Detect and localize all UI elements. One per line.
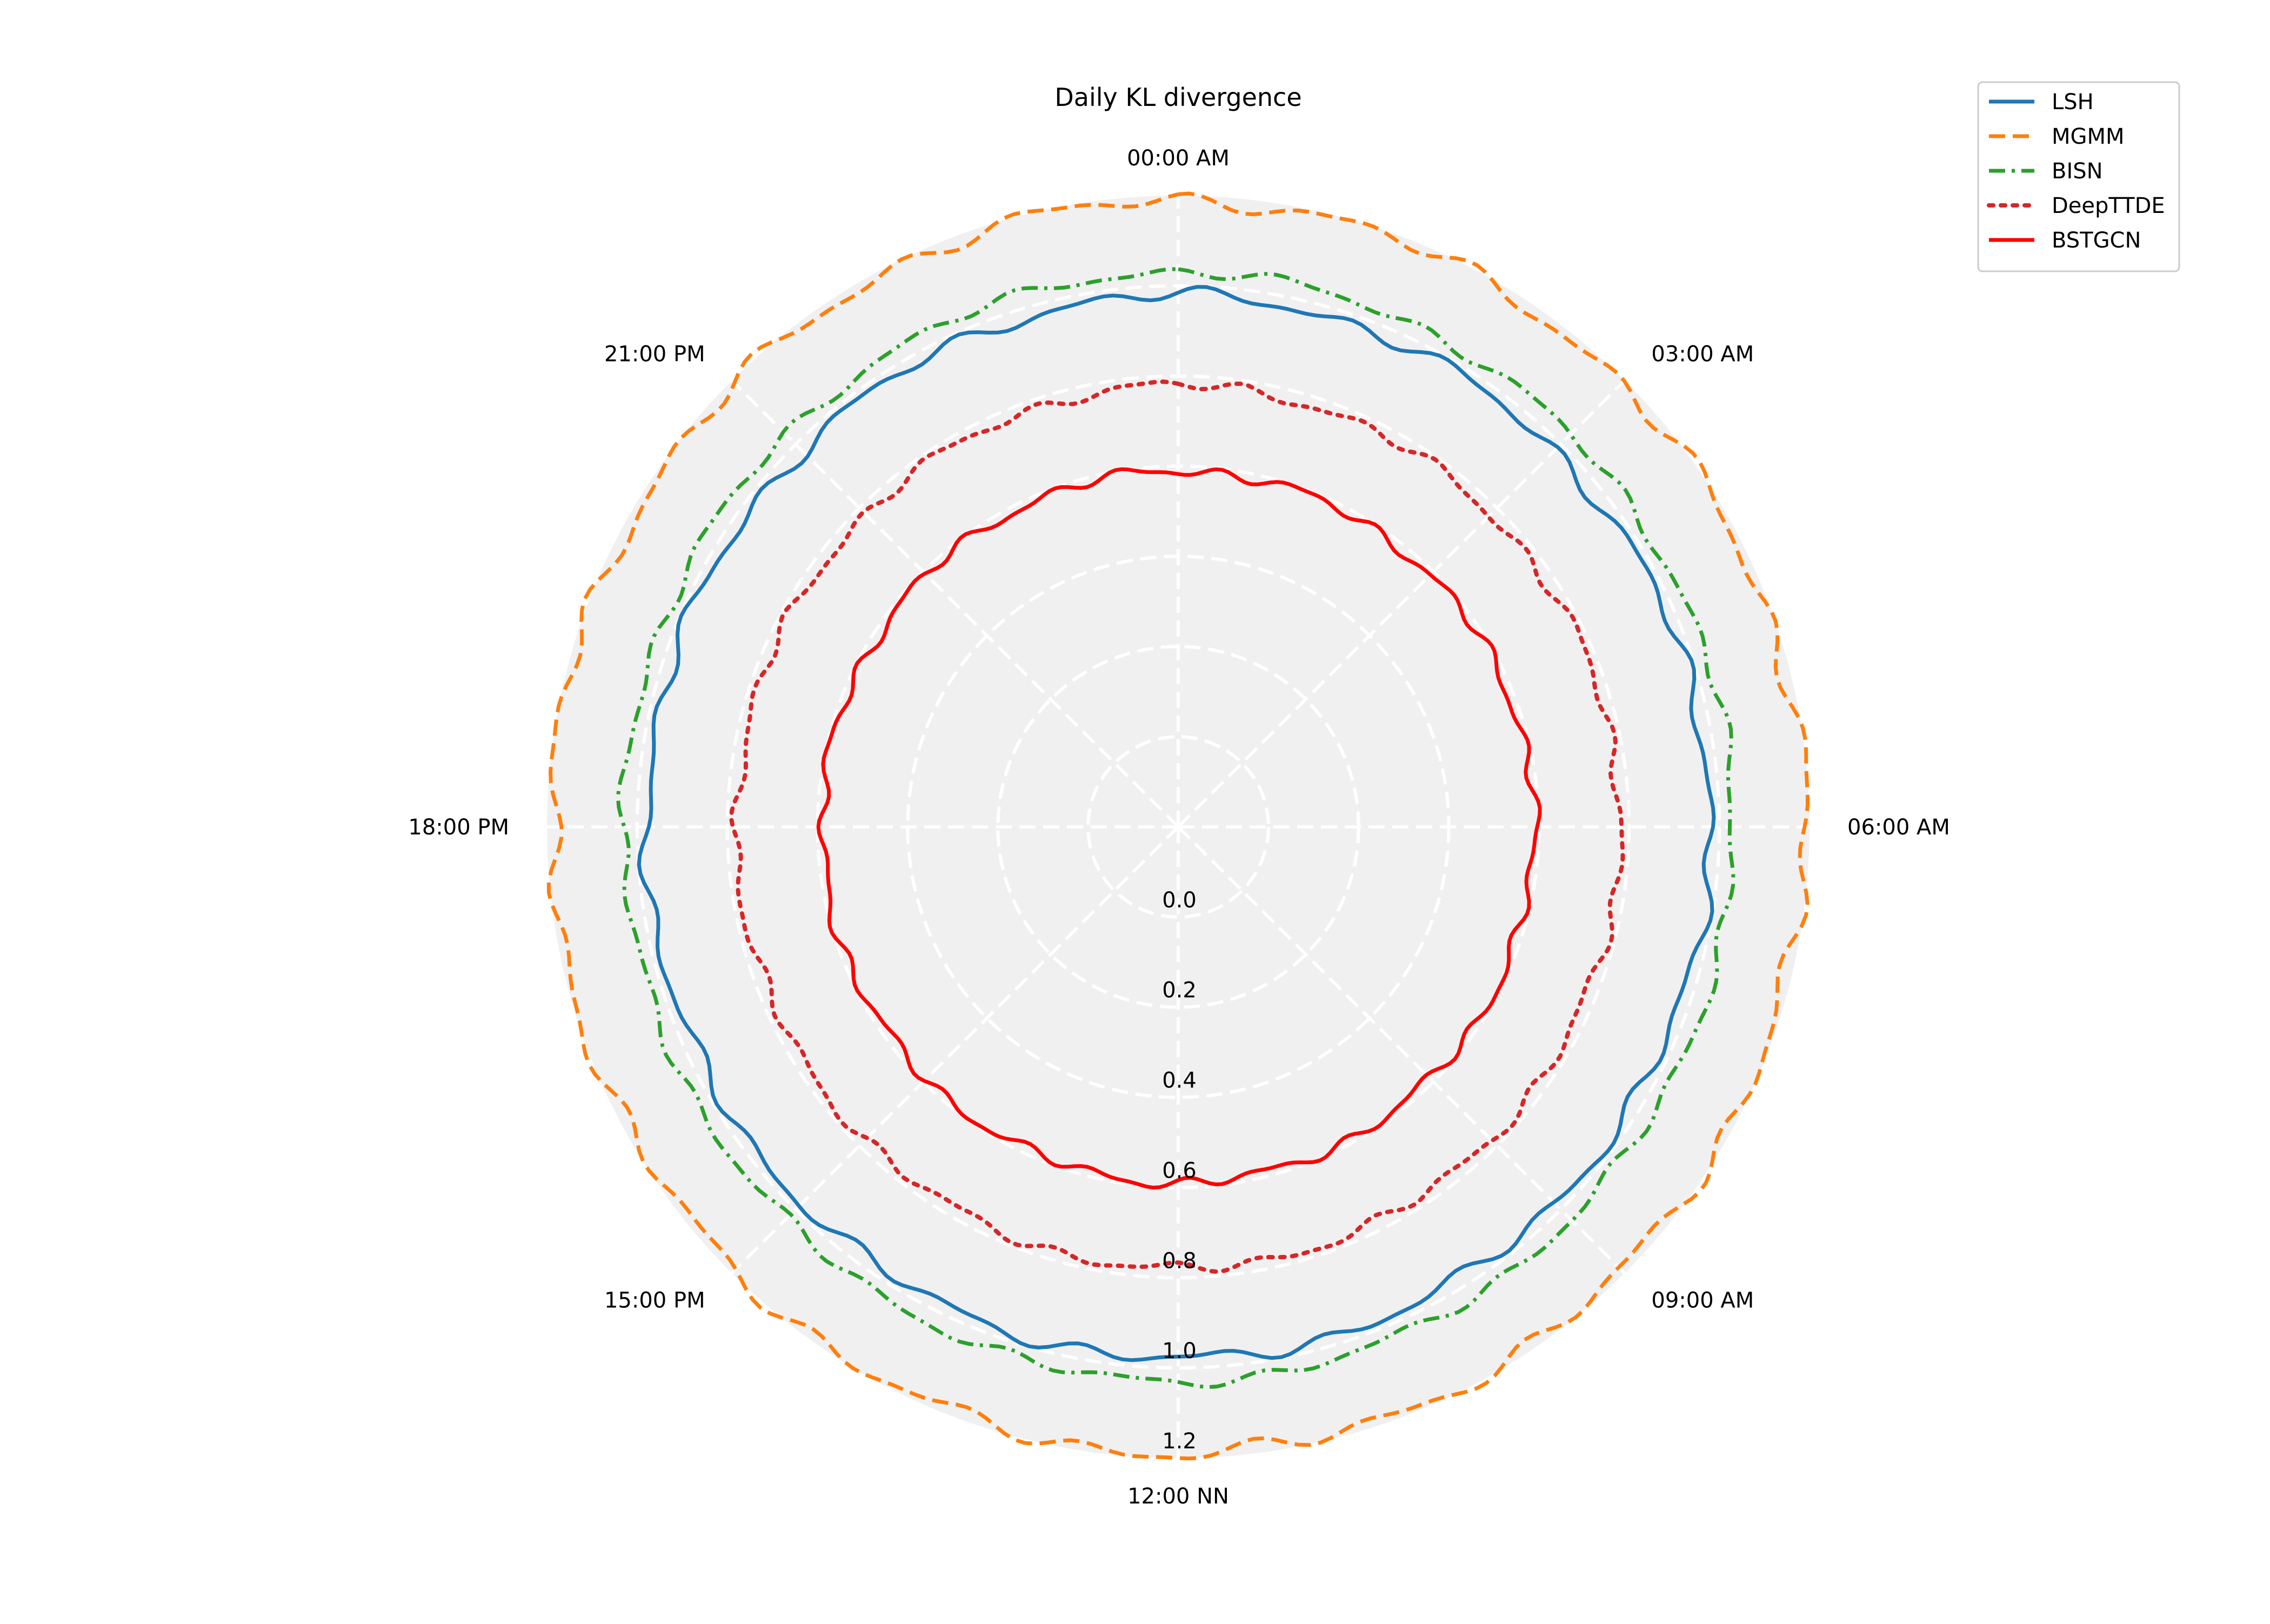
legend: LSH MGMM BISN DeepTTDE BSTGCN — [1977, 81, 2180, 272]
legend-label-bisn: BISN — [2052, 159, 2103, 184]
plot-area: 0.0 0.2 0.4 0.6 0.8 1.0 1.2 00:00 AM 03:00 AM 06:… — [408, 146, 1950, 1509]
legend-label-deepttde: DeepTTDE — [2052, 193, 2165, 218]
radial-tick-label: 0.4 — [1162, 1068, 1197, 1093]
chart-title: Daily KL divergence — [1054, 83, 1301, 112]
angle-tick-label: 12:00 NN — [1127, 1484, 1229, 1509]
radial-gridline-0 — [1086, 735, 1270, 919]
angle-tick-label: 15:00 PM — [604, 1288, 705, 1313]
series-line-deepttde — [729, 379, 1625, 1274]
legend-label-bstgcn: BSTGCN — [2052, 228, 2141, 253]
series-line-mgmm — [546, 191, 1810, 1461]
radial-tick-label: 0.2 — [1162, 978, 1197, 1003]
angle-tick-label: 18:00 PM — [408, 815, 509, 840]
angle-tick-label: 09:00 AM — [1651, 1288, 1754, 1313]
angle-tick-label: 06:00 AM — [1847, 815, 1950, 840]
radial-tick-label: 0.0 — [1162, 888, 1197, 913]
series-line-lsh — [637, 285, 1716, 1362]
angle-tick-label: 21:00 PM — [604, 342, 705, 367]
series-group — [546, 191, 1810, 1461]
radial-gridline-5 — [635, 284, 1721, 1370]
radial-gridline-4 — [725, 374, 1631, 1280]
angular-gridline-3 — [1177, 825, 1626, 1275]
angular-gridline-5 — [730, 825, 1180, 1275]
radial-tick-label: 0.8 — [1162, 1248, 1197, 1273]
series-line-bstgcn — [816, 467, 1542, 1189]
legend-label-lsh: LSH — [2052, 90, 2094, 115]
radial-tick-label: 0.6 — [1162, 1158, 1197, 1183]
angle-tick-label: 00:00 AM — [1127, 146, 1230, 171]
angular-gridline-7 — [730, 379, 1180, 828]
legend-frame — [1977, 81, 2180, 272]
radial-tick-label: 1.0 — [1162, 1339, 1197, 1364]
series-line-bisn — [616, 267, 1735, 1389]
radial-tick-label: 1.2 — [1162, 1429, 1197, 1454]
legend-label-mgmm: MGMM — [2052, 124, 2125, 149]
angle-tick-label: 03:00 AM — [1651, 342, 1754, 367]
angular-gridline-1 — [1177, 379, 1626, 828]
